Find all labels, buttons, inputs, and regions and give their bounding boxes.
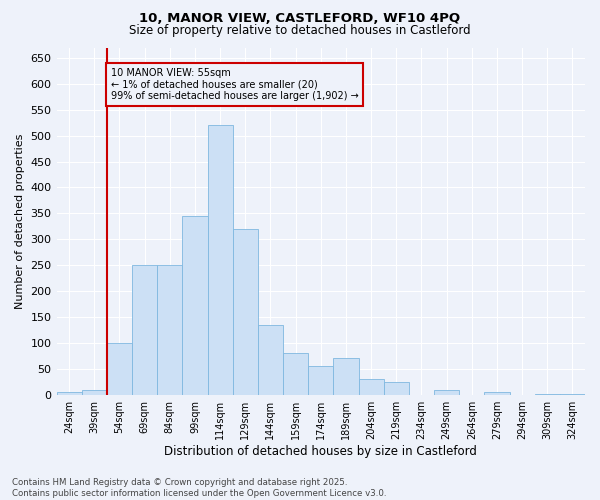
Bar xyxy=(107,343,132,394)
Text: 10 MANOR VIEW: 55sqm
← 1% of detached houses are smaller (20)
99% of semi-detach: 10 MANOR VIEW: 55sqm ← 1% of detached ho… xyxy=(110,68,358,102)
Bar xyxy=(233,229,258,394)
Bar xyxy=(208,125,233,394)
Y-axis label: Number of detached properties: Number of detached properties xyxy=(15,134,25,309)
Bar xyxy=(484,392,509,394)
Bar xyxy=(434,390,459,394)
Text: Contains HM Land Registry data © Crown copyright and database right 2025.
Contai: Contains HM Land Registry data © Crown c… xyxy=(12,478,386,498)
X-axis label: Distribution of detached houses by size in Castleford: Distribution of detached houses by size … xyxy=(164,444,477,458)
Bar xyxy=(82,390,107,394)
Bar xyxy=(334,358,359,394)
Bar xyxy=(383,382,409,394)
Bar xyxy=(308,366,334,394)
Text: 10, MANOR VIEW, CASTLEFORD, WF10 4PQ: 10, MANOR VIEW, CASTLEFORD, WF10 4PQ xyxy=(139,12,461,26)
Bar xyxy=(182,216,208,394)
Bar xyxy=(283,354,308,395)
Text: Size of property relative to detached houses in Castleford: Size of property relative to detached ho… xyxy=(129,24,471,37)
Bar xyxy=(157,265,182,394)
Bar xyxy=(258,324,283,394)
Bar xyxy=(359,379,383,394)
Bar xyxy=(56,392,82,394)
Bar xyxy=(132,265,157,394)
